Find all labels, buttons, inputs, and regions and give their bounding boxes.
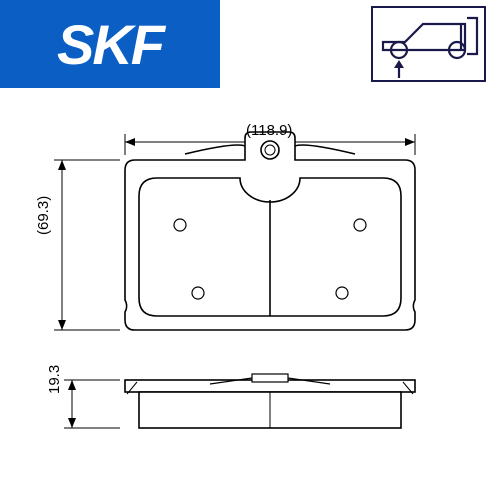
technical-drawing: (118.9) (69.3) 19.3	[0, 120, 500, 500]
thickness-dimension: 19.3	[46, 365, 63, 394]
brand-text: SKF	[57, 12, 163, 77]
brand-logo: SKF	[0, 0, 220, 88]
width-dimension: (118.9)	[246, 122, 292, 139]
height-dimension: (69.3)	[35, 196, 52, 235]
axle-position-icon	[371, 6, 486, 82]
header-bar: SKF	[0, 0, 500, 88]
